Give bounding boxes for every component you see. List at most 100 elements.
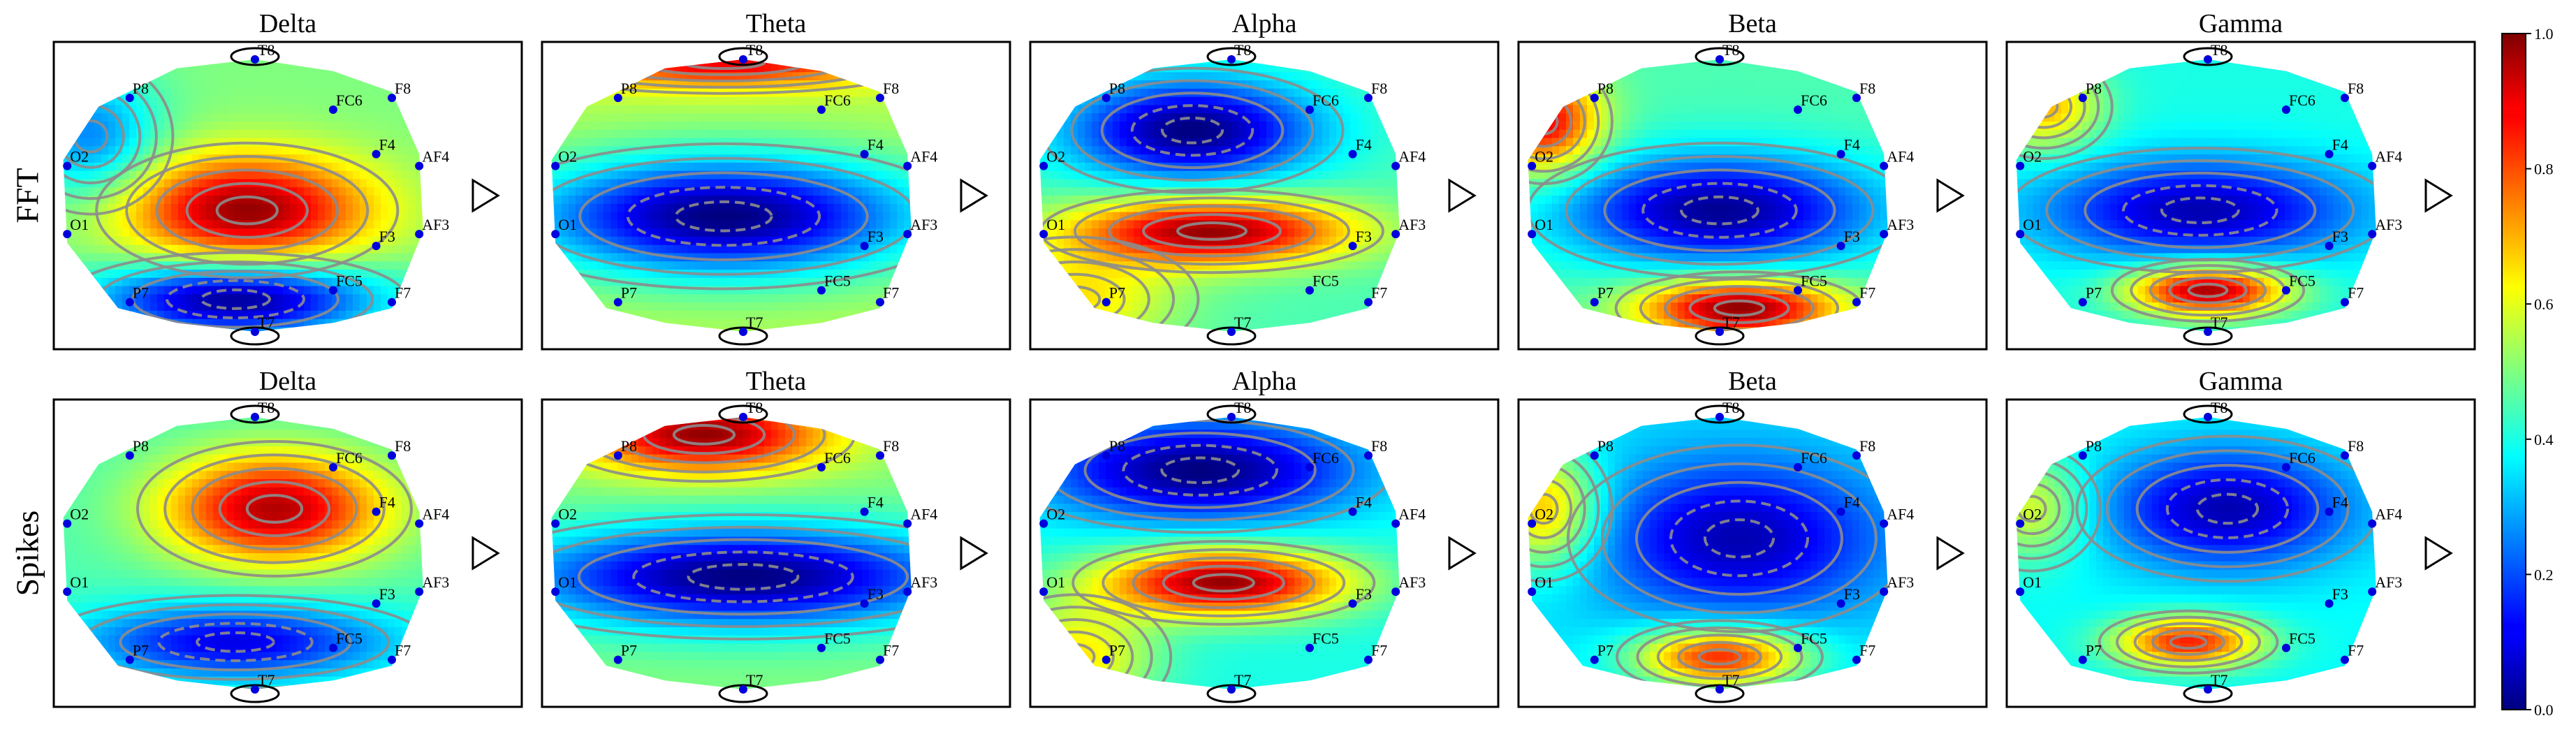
electrode-label: FC6 <box>336 449 363 467</box>
electrode-label: FC5 <box>1312 272 1339 290</box>
topomap-field <box>551 417 912 689</box>
electrode-t7 <box>1715 328 1724 337</box>
electrode-label: AF3 <box>1398 573 1426 591</box>
electrode-fc6 <box>2282 463 2290 472</box>
electrode-af3 <box>1880 587 1889 596</box>
electrode-o2 <box>63 519 72 528</box>
electrode-t7 <box>1227 328 1236 337</box>
electrode-p7 <box>1102 655 1111 664</box>
electrode-p8 <box>2078 451 2087 460</box>
electrode-label: AF4 <box>1887 148 1914 166</box>
ear-marker-top <box>718 47 768 66</box>
electrode-label: T8 <box>746 41 763 59</box>
panel-fft-beta: Beta T8 P8 FC6 F8 F4 AF4 O2 O1 F3 AF3 P7 FC5 F7 T7 <box>1517 9 1988 351</box>
electrode-label: FC6 <box>2289 449 2315 467</box>
electrode-label: O2 <box>70 148 89 166</box>
electrode-f8 <box>388 94 396 103</box>
electrode-af4 <box>2368 519 2377 528</box>
panel-frame <box>2005 41 2476 351</box>
electrode-label: F7 <box>883 284 899 302</box>
electrode-p7 <box>1102 298 1111 307</box>
electrode-label: O1 <box>558 216 577 233</box>
electrode-label: O2 <box>2023 148 2042 166</box>
electrode-label: F7 <box>883 642 899 659</box>
electrode-label: F7 <box>1859 642 1875 659</box>
electrode-label: F3 <box>1356 585 1372 603</box>
electrode-p8 <box>1102 94 1111 103</box>
electrode-label: F7 <box>395 642 411 659</box>
electrode-label: FC6 <box>1801 449 1827 467</box>
electrode-label: T7 <box>2211 671 2227 689</box>
electrode-label: AF4 <box>422 148 449 166</box>
electrode-label: F8 <box>1371 80 1387 97</box>
electrode-f7 <box>876 655 884 664</box>
electrode-label: P8 <box>1597 437 1613 455</box>
electrode-label: T7 <box>1234 314 1251 331</box>
electrode-fc5 <box>817 286 826 295</box>
electrode-f3 <box>372 599 381 608</box>
electrode-label: P7 <box>1109 284 1125 302</box>
ear-marker-top <box>1695 404 1745 424</box>
electrode-label: F8 <box>883 437 899 455</box>
nose-triangle-icon <box>960 178 988 213</box>
electrode-label: FC5 <box>2289 630 2315 647</box>
nose-triangle-icon <box>960 536 988 571</box>
electrode-f3 <box>1836 242 1845 251</box>
electrode-label: F4 <box>379 136 395 154</box>
electrode-label: FC5 <box>336 630 363 647</box>
electrode-t8 <box>2204 412 2212 421</box>
electrode-label: F4 <box>1844 494 1860 511</box>
electrode-f7 <box>388 655 396 664</box>
panel-title: Gamma <box>2199 367 2283 396</box>
electrode-label: F4 <box>2332 136 2348 154</box>
electrode-label: AF4 <box>910 506 937 523</box>
panel-fft-alpha: Alpha T8 P8 FC6 F8 F4 AF4 O2 O1 F3 AF3 P7 FC5 F7 T7 <box>1029 9 1500 351</box>
electrode-label: F4 <box>2332 494 2348 511</box>
panels-layer: FFT Spikes Delta T8 P8 FC6 F8 F4 AF4 O2 O1 F3 AF3 P7 F… <box>10 9 2476 708</box>
electrode-o2 <box>1039 161 1048 170</box>
electrode-f3 <box>2325 599 2334 608</box>
electrode-label: F3 <box>2332 228 2348 245</box>
electrode-fc6 <box>1794 105 1802 115</box>
panel-spikes-gamma: Gamma T8 P8 FC6 F8 F4 AF4 O2 O1 F3 AF3 P7 FC5 F7 T7 <box>2005 367 2476 708</box>
electrode-f4 <box>2325 149 2334 159</box>
electrode-p8 <box>1590 451 1599 460</box>
electrode-label: F8 <box>2348 80 2364 97</box>
electrode-label: AF3 <box>910 216 937 233</box>
panel-frame <box>52 41 523 351</box>
electrode-f4 <box>1348 149 1357 159</box>
electrode-label: F4 <box>379 494 395 511</box>
ear-marker-top <box>1695 47 1745 66</box>
electrode-p7 <box>125 298 134 307</box>
electrode-p7 <box>613 298 622 307</box>
electrode-p7 <box>1590 655 1599 664</box>
electrode-f3 <box>1348 599 1357 608</box>
electrode-fc5 <box>1305 643 1314 652</box>
electrode-fc5 <box>1305 286 1314 295</box>
electrode-p7 <box>2078 298 2087 307</box>
electrode-t8 <box>251 412 259 421</box>
electrode-label: F8 <box>395 437 411 455</box>
electrode-t8 <box>1715 54 1724 64</box>
electrode-o1 <box>1039 230 1048 239</box>
ear-marker-top <box>718 404 768 424</box>
electrode-t7 <box>1227 685 1236 694</box>
electrode-p7 <box>125 655 134 664</box>
electrode-label: AF4 <box>1398 148 1426 166</box>
electrode-label: F7 <box>395 284 411 302</box>
electrode-f7 <box>2341 298 2349 307</box>
electrode-af3 <box>903 587 912 596</box>
electrode-f3 <box>860 599 869 608</box>
electrode-o1 <box>1039 587 1048 596</box>
electrode-label: O1 <box>2023 216 2042 233</box>
electrode-fc5 <box>2282 286 2290 295</box>
electrode-label: O1 <box>70 573 89 591</box>
electrode-label: O2 <box>70 506 89 523</box>
electrode-p8 <box>613 451 622 460</box>
electrode-label: O2 <box>558 148 577 166</box>
ear-marker-top <box>1206 404 1257 424</box>
electrode-label: O2 <box>1046 506 1065 523</box>
panel-title: Beta <box>1728 9 1777 38</box>
electrode-label: P7 <box>1597 284 1613 302</box>
electrode-fc5 <box>817 643 826 652</box>
